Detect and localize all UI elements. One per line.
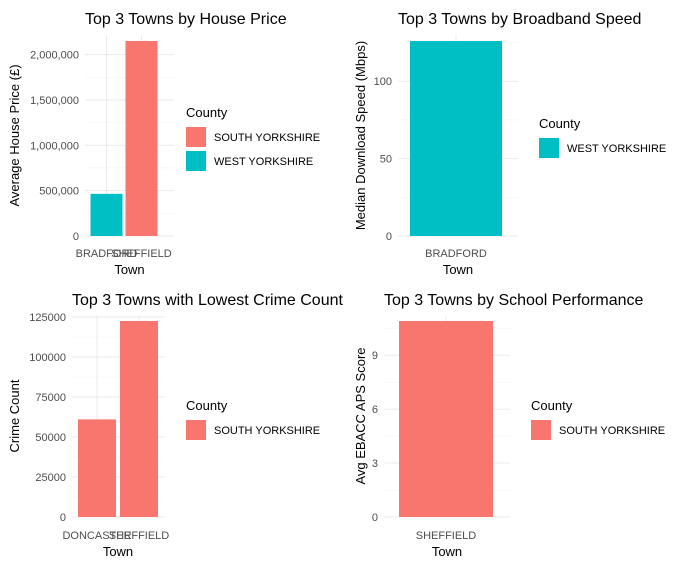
legend-key <box>531 420 551 440</box>
legend: County SOUTH YORKSHIRE <box>531 398 665 440</box>
legend-key <box>186 127 206 147</box>
y-tick-label: 0 <box>73 231 79 243</box>
legend: County WEST YORKSHIRE <box>539 116 666 158</box>
x-axis-title: Town <box>432 544 462 559</box>
y-tick-label: 25000 <box>35 472 66 484</box>
legend-key <box>186 420 206 440</box>
y-tick-label: 9 <box>372 350 378 362</box>
y-tick-label: 6 <box>372 404 378 416</box>
chart-panel-3: 0 25000 50000 75000 100000 125000 DONCASTERSHE… <box>7 292 343 559</box>
x-tick-label: BRADFORD <box>425 248 487 260</box>
chart-title: Top 3 Towns by School Performance <box>384 292 644 309</box>
y-tick-label: 50000 <box>35 432 66 444</box>
y-tick-label: 2,000,000 <box>30 50 79 62</box>
y-tick-label: 3 <box>372 458 378 470</box>
y-tick-label: 1,500,000 <box>30 95 79 107</box>
x-axis-title: Town <box>114 262 144 277</box>
legend-label: WEST YORKSHIRE <box>567 143 666 155</box>
legend-title: County <box>186 398 228 413</box>
bar-sheffield <box>120 321 158 517</box>
y-tick-label: 0 <box>386 231 392 243</box>
bar-bradford <box>410 41 502 236</box>
legend: County SOUTH YORKSHIRE WEST YORKSHIRE <box>186 105 320 171</box>
bar-bradford <box>90 193 123 236</box>
bar-sheffield <box>399 321 493 517</box>
y-axis-title: Avg EBACC APS Score <box>353 347 368 484</box>
chart-panel-4: 0 3 6 9 SHEFFIELD Town Avg EBACC APS Score Top … <box>353 292 665 559</box>
y-tick-label: 125000 <box>29 312 66 324</box>
legend-label: SOUTH YORKSHIRE <box>214 132 320 144</box>
y-tick-label: 500,000 <box>39 186 79 198</box>
y-tick-label: 50 <box>380 154 392 166</box>
y-axis-title: Crime Count <box>7 379 22 452</box>
x-tick-label: SHEFFIELD <box>111 248 172 260</box>
y-tick-label: 0 <box>60 512 66 524</box>
y-axis-title: Median Download Speed (Mbps) <box>353 41 368 230</box>
y-tick-label: 100000 <box>29 352 66 364</box>
chart-panel-2: 0 50 100 BRADFORD Town Median Download Speed … <box>353 11 666 277</box>
x-tick-label: SHEFFIELD <box>416 530 477 542</box>
chart-title: Top 3 Towns by House Price <box>85 11 287 28</box>
chart-panel-1: 0 500,000 1,000,000 1,500,000 2,000,000 BRADF… <box>7 11 320 277</box>
bar-doncaster <box>78 419 116 517</box>
x-axis-title: Town <box>103 544 133 559</box>
chart-title: Top 3 Towns with Lowest Crime Count <box>72 292 343 309</box>
legend-key <box>539 138 559 158</box>
x-tick-label: BRADFORD <box>76 248 138 260</box>
y-axis-title: Average House Price (£) <box>7 64 22 206</box>
x-tick-label: SHEFFIELD <box>109 530 170 542</box>
y-tick-label: 0 <box>372 512 378 524</box>
legend-label: SOUTH YORKSHIRE <box>214 425 320 437</box>
y-tick-label: 1,000,000 <box>30 140 79 152</box>
legend-label: SOUTH YORKSHIRE <box>559 425 665 437</box>
chart-title: Top 3 Towns by Broadband Speed <box>398 11 641 28</box>
legend-title: County <box>186 105 228 120</box>
legend-key <box>186 151 206 171</box>
legend-label: WEST YORKSHIRE <box>214 156 313 168</box>
legend-title: County <box>531 398 573 413</box>
y-tick-label: 75000 <box>35 392 66 404</box>
bar-sheffield <box>125 41 158 236</box>
y-tick-label: 100 <box>374 76 392 88</box>
legend: County SOUTH YORKSHIRE <box>186 398 320 440</box>
x-axis-title: Town <box>443 262 473 277</box>
x-tick-label: DONCASTER <box>62 530 131 542</box>
legend-title: County <box>539 116 581 131</box>
